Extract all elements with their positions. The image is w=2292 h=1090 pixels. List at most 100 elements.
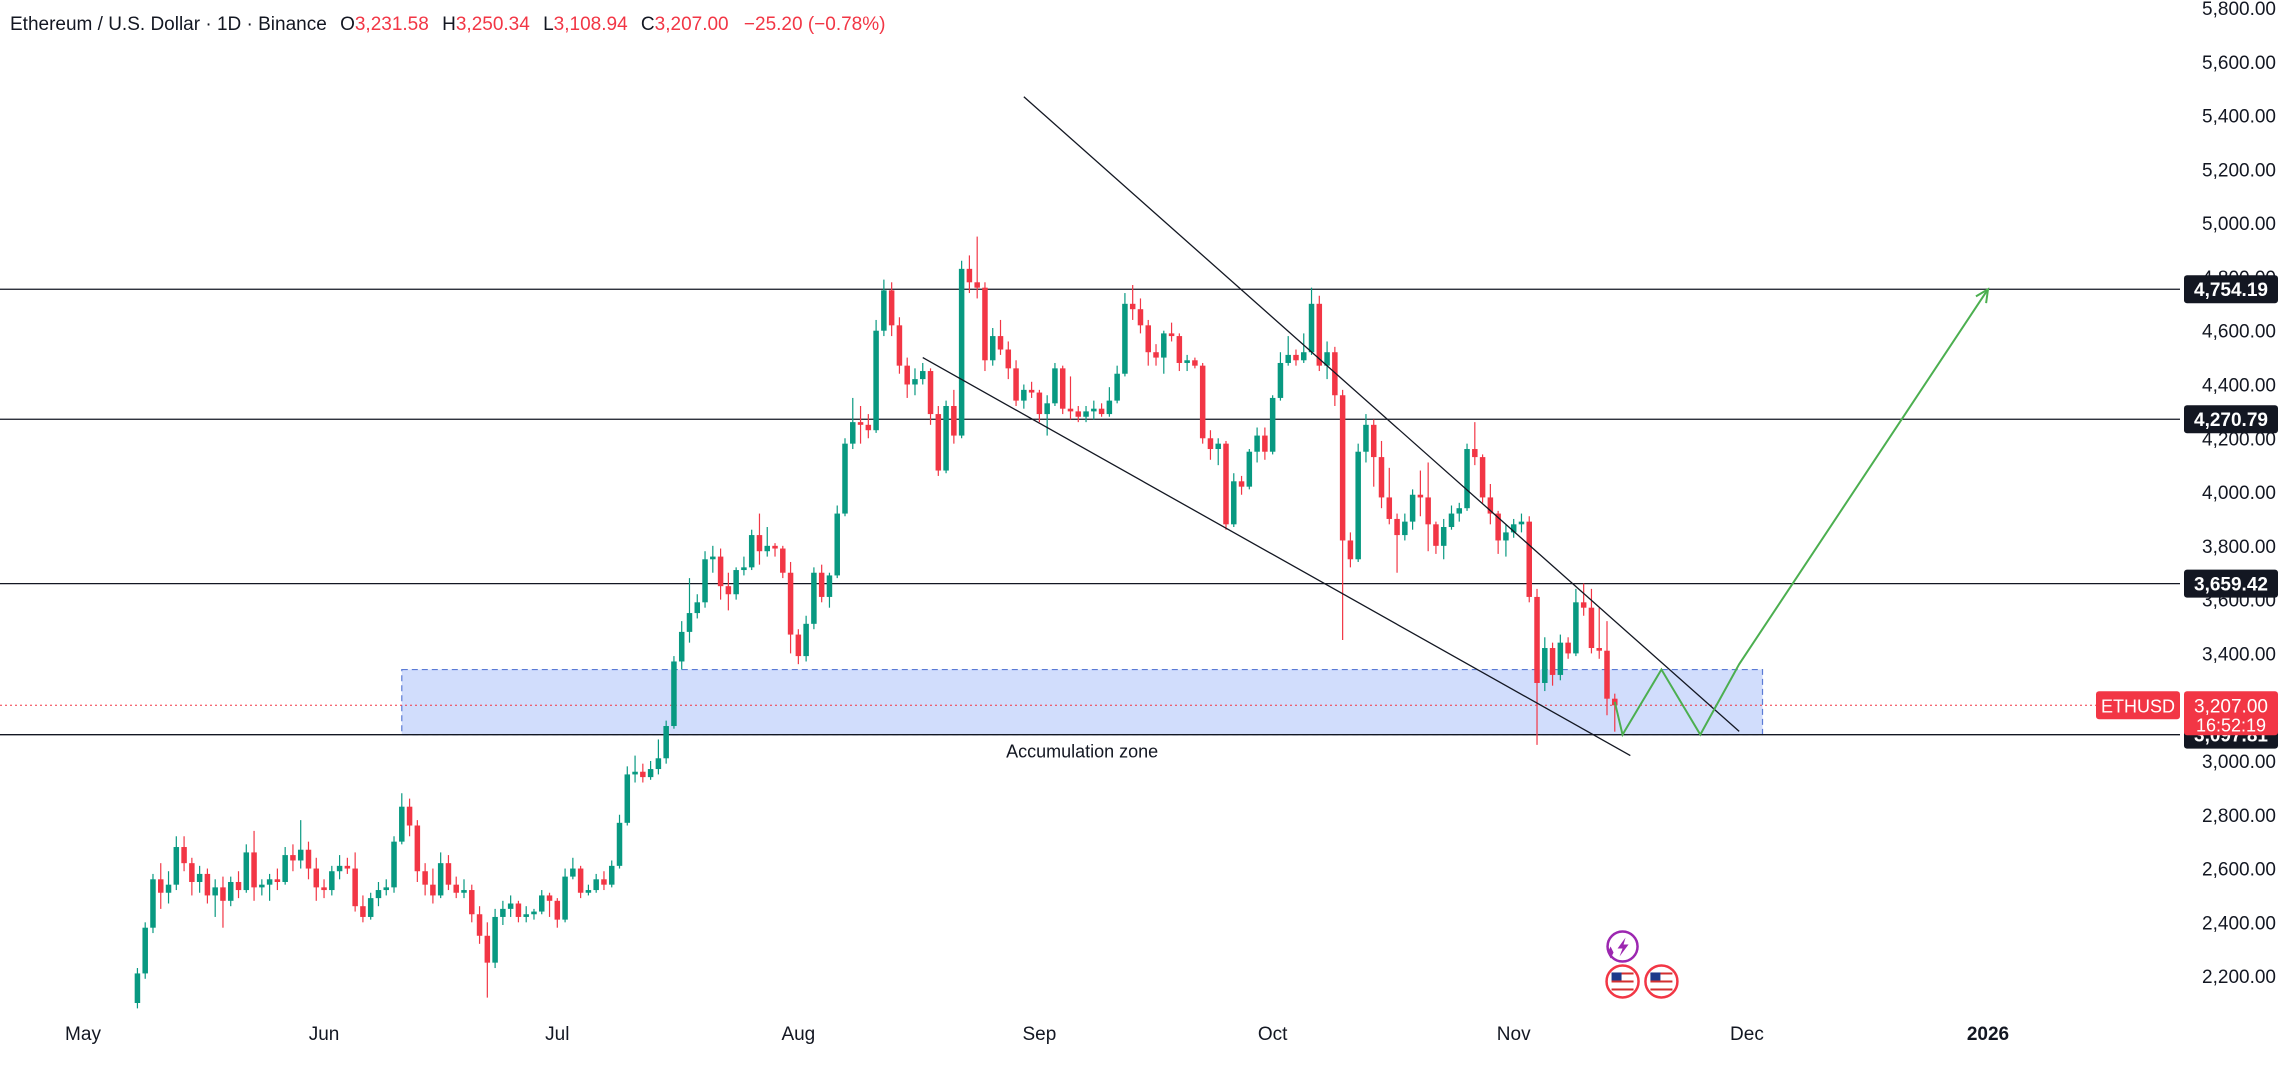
projection-layer [1613,287,1990,738]
level-badge-label: 4,754.19 [2194,280,2268,301]
candle-body [585,890,592,893]
candle [531,908,537,920]
price-axis[interactable]: 5,800.00 5,600.00 5,400.00 5,200.00 5,000.00… [2202,0,2276,988]
candle-body [912,379,918,385]
candle-body [204,873,211,896]
lightning-event-icon[interactable] [1606,930,1639,963]
candle [212,879,218,917]
candle [1386,467,1393,525]
level-badge: 4,270.79 [2184,405,2278,434]
candle [943,400,949,474]
candle-body [266,879,273,885]
candle [1293,349,1299,366]
candle [227,876,234,907]
candle [1044,395,1050,436]
candle-body [655,758,662,770]
candle [873,319,879,433]
price-tick-label: 4,000.00 [2202,483,2276,504]
candle-body [1518,521,1525,525]
candle-body [1565,642,1571,654]
candle [360,895,366,923]
candle-body [453,884,459,893]
candle-body [811,572,817,624]
candle-body [367,898,374,917]
candle [554,898,561,928]
candle-body [1231,481,1237,525]
candle [220,876,226,928]
candle [134,968,141,1009]
candle [1231,473,1237,528]
candle [756,513,763,565]
candle [1114,365,1120,404]
candle [787,561,794,654]
candle-body [826,575,833,597]
symbol-badge-label: ETHUSD [2101,696,2175,716]
candle [1285,336,1291,366]
candle [1370,419,1377,487]
candle-body [904,365,910,385]
candle-body [313,868,320,888]
candle-body [772,545,778,549]
candle [1052,362,1058,406]
candle-body [437,863,444,896]
price-tick-label: 5,000.00 [2202,214,2276,235]
candle [507,895,514,917]
candle [1394,513,1400,573]
candle-body [1479,457,1486,498]
candle [632,755,638,783]
us-flag-event-icon[interactable] [1605,964,1640,999]
candle-body [671,661,677,727]
candle-body [1005,349,1012,369]
candle-body [282,855,288,882]
symbol-title[interactable]: Ethereum / U.S. Dollar · 1D · Binance [10,14,327,35]
candle-body [1534,596,1540,683]
candle-body [1324,352,1330,366]
candle [523,906,529,923]
candle [1534,588,1540,745]
flag-icon-canton [1611,972,1622,981]
candle-body [484,935,491,963]
candle-body [1370,424,1377,458]
candle [881,279,887,337]
candle [601,871,607,891]
flag-icon-stripe [1650,984,1673,987]
candle [826,572,833,608]
candle-body [539,895,545,912]
candle-body [461,890,467,893]
flag-icon-stripe [1650,972,1673,975]
candle-body [290,855,296,861]
candle-body [920,371,926,380]
candle-body [243,852,250,891]
candle [702,551,708,608]
candle-body [1215,443,1221,450]
level-badge: 4,754.19 [2184,275,2278,304]
candle-body [1192,360,1198,366]
candle [974,236,980,299]
time-axis[interactable]: May Jun Jul Aug Sep Oct Nov Dec 2026 [65,1024,2009,1045]
candle [406,798,413,837]
candle-body [1036,392,1043,415]
price-tick-label: 5,600.00 [2202,53,2276,74]
candle [671,656,677,729]
candle-body [1246,451,1253,487]
candle [640,763,646,783]
candle-body [935,414,942,471]
time-tick-label: Nov [1497,1024,1531,1045]
symbol-badge[interactable]: ETHUSD [2096,691,2180,720]
candle [1565,637,1571,659]
candle [235,871,242,899]
candle [430,868,436,904]
candle [1573,588,1579,657]
candle [663,720,669,764]
high-label: H [442,14,456,35]
us-flag-event-icon[interactable] [1644,964,1679,999]
candle-body [1013,368,1019,401]
candle-body [1168,333,1175,337]
candle-body [1114,373,1120,401]
candle [1433,521,1439,554]
candle-body [1238,481,1245,487]
candle [748,529,755,571]
candle-body [1293,354,1299,361]
candle [1013,360,1019,406]
